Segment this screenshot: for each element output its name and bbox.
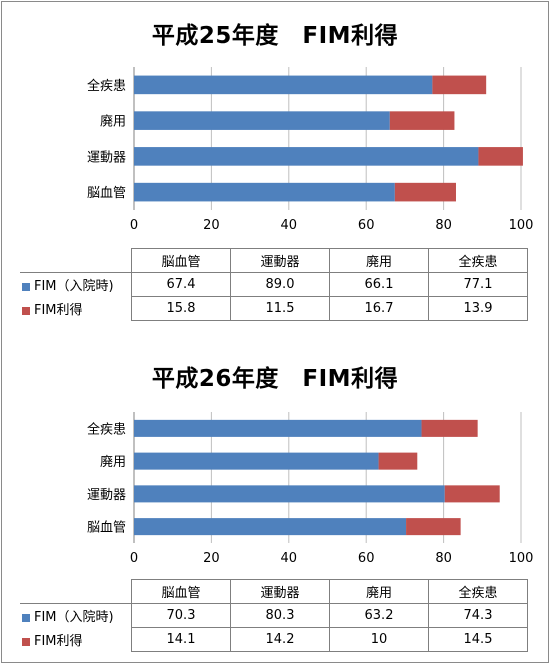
table-row-header: FIM（入院時) (20, 272, 132, 297)
table-column-header: 廃用 (329, 579, 429, 604)
table-cell: 14.1 (131, 627, 231, 652)
table-column-header: 全疾患 (428, 579, 528, 604)
bar-fim-gain (432, 75, 487, 95)
bar-fim-gain (394, 182, 456, 202)
table-cell: 14.2 (230, 627, 330, 652)
chart-h25: 平成25年度 FIM利得 0 20 40 60 80 100 脳血管 運動器 廃用 全疾患 脳血管… (2, 2, 548, 332)
table-cell: 14.5 (428, 627, 528, 652)
table-corner (20, 579, 132, 604)
bar-fim-admission (134, 111, 390, 130)
category-label: 脳血管 (87, 186, 126, 201)
table-column-header: 廃用 (329, 248, 429, 273)
bar-fim-admission (134, 182, 395, 202)
category-label: 運動器 (87, 488, 126, 503)
table-row: FIM利得 14.1 14.2 10 14.5 (20, 627, 528, 652)
table-cell: 67.4 (131, 272, 231, 297)
legend-label: FIM（入院時) (34, 610, 114, 626)
bar-fim-admission (134, 75, 433, 95)
data-table: 脳血管 運動器 廃用 全疾患 FIM（入院時) 67.4 89.0 66.1 7… (20, 248, 528, 321)
bar-fim-admission (134, 518, 407, 536)
legend-swatch-fim-admission (22, 282, 30, 291)
table-cell: 89.0 (230, 272, 330, 297)
bar-plot: 0 20 40 60 80 100 脳血管 運動器 廃用 全疾患 (87, 412, 534, 566)
table-column-header: 脳血管 (131, 579, 231, 604)
table-header-row: 脳血管 運動器 廃用 全疾患 (20, 248, 528, 273)
bar-fim-admission (134, 485, 445, 503)
chart-title: 平成26年度 FIM利得 (151, 366, 399, 392)
category-label: 運動器 (87, 150, 126, 165)
table-column-header: 全疾患 (428, 248, 528, 273)
x-tick-label: 0 (130, 218, 138, 233)
x-tick-label: 60 (358, 218, 375, 233)
legend-swatch-fim-admission (22, 613, 30, 622)
bar-fim-gain (389, 111, 455, 130)
x-tick-label: 80 (435, 551, 452, 566)
table-row: FIM（入院時) 70.3 80.3 63.2 74.3 (20, 603, 528, 628)
bar-fim-admission (134, 147, 479, 166)
bar-fim-gain (406, 518, 461, 536)
legend-label: FIM（入院時) (34, 279, 114, 295)
table-cell: 66.1 (329, 272, 429, 297)
table-cell: 13.9 (428, 296, 528, 321)
table-row-header: FIM利得 (20, 627, 132, 652)
data-table: 脳血管 運動器 廃用 全疾患 FIM（入院時) 70.3 80.3 63.2 7… (20, 579, 528, 652)
bar-fim-gain (421, 419, 478, 437)
table-column-header: 運動器 (230, 248, 330, 273)
legend-label: FIM利得 (34, 634, 83, 649)
legend-swatch-fim-gain (22, 306, 30, 315)
table-cell: 70.3 (131, 603, 231, 628)
table-cell: 63.2 (329, 603, 429, 628)
category-label: 脳血管 (87, 521, 126, 536)
category-label: 全疾患 (87, 78, 126, 94)
x-tick-label: 40 (281, 551, 298, 566)
table-row: FIM利得 15.8 11.5 16.7 13.9 (20, 296, 528, 321)
table-cell: 15.8 (131, 296, 231, 321)
x-tick-label: 20 (203, 218, 220, 233)
table-cell: 16.7 (329, 296, 429, 321)
category-label: 全疾患 (87, 421, 126, 437)
legend-swatch-fim-gain (22, 637, 30, 646)
table-row-header: FIM利得 (20, 296, 132, 321)
table-corner (20, 248, 132, 273)
table-cell: 74.3 (428, 603, 528, 628)
table-row-header: FIM（入院時) (20, 603, 132, 628)
table-column-header: 脳血管 (131, 248, 231, 273)
bar-fim-gain (444, 485, 500, 503)
category-label: 廃用 (100, 454, 126, 470)
bar-fim-gain (378, 452, 418, 470)
table-column-header: 運動器 (230, 579, 330, 604)
table-header-row: 脳血管 運動器 廃用 全疾患 (20, 579, 528, 604)
x-tick-label: 60 (358, 551, 375, 566)
x-tick-label: 40 (281, 218, 298, 233)
table-cell: 11.5 (230, 296, 330, 321)
bar-fim-admission (134, 452, 379, 470)
table-cell: 77.1 (428, 272, 528, 297)
table-cell: 10 (329, 627, 429, 652)
x-tick-label: 20 (203, 551, 220, 566)
legend-label: FIM利得 (34, 303, 83, 318)
bar-plot: 0 20 40 60 80 100 脳血管 運動器 廃用 全疾患 (87, 67, 534, 233)
table-cell: 80.3 (230, 603, 330, 628)
x-tick-label: 80 (435, 218, 452, 233)
table-row: FIM（入院時) 67.4 89.0 66.1 77.1 (20, 272, 528, 297)
x-tick-label: 100 (509, 551, 534, 566)
chart-title: 平成25年度 FIM利得 (151, 23, 399, 49)
bar-fim-gain (478, 147, 523, 166)
x-tick-label: 100 (509, 218, 534, 233)
chart-h26: 平成26年度 FIM利得 0 20 40 60 80 100 脳血管 運動器 廃用 全疾患 脳血管… (2, 347, 548, 665)
category-label: 廃用 (100, 114, 126, 130)
x-tick-label: 0 (130, 551, 138, 566)
bar-fim-admission (134, 419, 422, 437)
